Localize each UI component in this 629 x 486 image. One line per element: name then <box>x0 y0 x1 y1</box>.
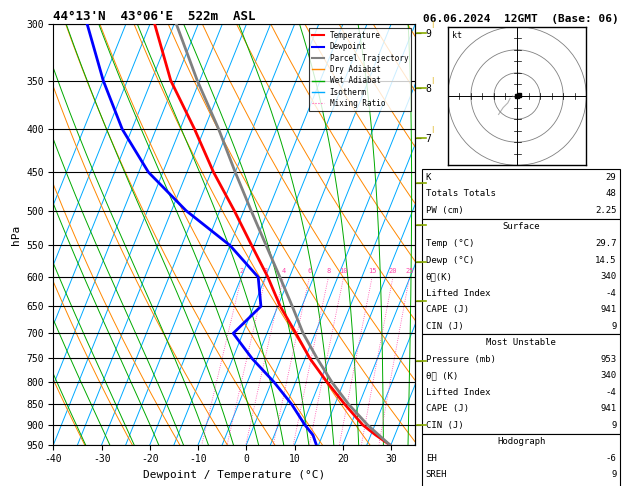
Text: 2: 2 <box>240 268 243 274</box>
Y-axis label: km
ASL: km ASL <box>434 226 456 243</box>
Text: 15: 15 <box>368 268 376 274</box>
Text: |: | <box>431 355 434 362</box>
Text: 25: 25 <box>405 268 414 274</box>
Text: EH: EH <box>426 454 437 463</box>
Text: θᴄ (K): θᴄ (K) <box>426 371 458 380</box>
Text: 953: 953 <box>600 355 616 364</box>
Text: |: | <box>431 274 434 280</box>
Text: 340: 340 <box>600 272 616 281</box>
Text: |: | <box>431 169 434 175</box>
Text: Lifted Index: Lifted Index <box>426 388 491 397</box>
Text: CAPE (J): CAPE (J) <box>426 404 469 413</box>
Text: -4: -4 <box>606 388 616 397</box>
Text: 941: 941 <box>600 404 616 413</box>
Text: 2.25: 2.25 <box>595 206 616 215</box>
Text: LCL: LCL <box>415 359 442 368</box>
Text: |: | <box>431 303 434 310</box>
Text: 10: 10 <box>340 268 348 274</box>
Text: 9: 9 <box>611 322 616 330</box>
Text: kt: kt <box>452 31 462 40</box>
Text: 20: 20 <box>389 268 397 274</box>
Text: 48: 48 <box>606 190 616 198</box>
Text: 8: 8 <box>326 268 331 274</box>
Text: Pressure (mb): Pressure (mb) <box>426 355 496 364</box>
Text: 941: 941 <box>600 305 616 314</box>
Text: 06.06.2024  12GMT  (Base: 06): 06.06.2024 12GMT (Base: 06) <box>423 14 618 24</box>
Text: 6: 6 <box>308 268 311 274</box>
Text: -6: -6 <box>606 454 616 463</box>
Text: 3: 3 <box>264 268 268 274</box>
Text: Mixing Ratio (g/kg): Mixing Ratio (g/kg) <box>445 183 454 286</box>
Text: |: | <box>431 242 434 249</box>
Text: Lifted Index: Lifted Index <box>426 289 491 297</box>
Text: 14.5: 14.5 <box>595 256 616 264</box>
Text: |: | <box>431 77 434 84</box>
Text: Totals Totals: Totals Totals <box>426 190 496 198</box>
Text: |: | <box>431 21 434 28</box>
Text: 9: 9 <box>611 470 616 479</box>
Text: PW (cm): PW (cm) <box>426 206 464 215</box>
Text: Hodograph: Hodograph <box>497 437 545 446</box>
Text: |: | <box>431 379 434 385</box>
Y-axis label: hPa: hPa <box>11 225 21 244</box>
Text: 4: 4 <box>281 268 286 274</box>
Text: 29: 29 <box>606 173 616 182</box>
Text: Most Unstable: Most Unstable <box>486 338 556 347</box>
X-axis label: Dewpoint / Temperature (°C): Dewpoint / Temperature (°C) <box>143 470 325 480</box>
Text: 340: 340 <box>600 371 616 380</box>
Text: |: | <box>431 441 434 448</box>
Text: CIN (J): CIN (J) <box>426 421 464 430</box>
Text: 9: 9 <box>611 421 616 430</box>
Text: 44°13'N  43°06'E  522m  ASL: 44°13'N 43°06'E 522m ASL <box>53 10 256 23</box>
Text: |: | <box>431 400 434 408</box>
Text: |: | <box>431 126 434 133</box>
Text: |: | <box>431 330 434 337</box>
Text: SREH: SREH <box>426 470 447 479</box>
Text: |: | <box>431 421 434 429</box>
Text: -4: -4 <box>606 289 616 297</box>
Legend: Temperature, Dewpoint, Parcel Trajectory, Dry Adiabat, Wet Adiabat, Isotherm, Mi: Temperature, Dewpoint, Parcel Trajectory… <box>309 28 411 111</box>
Text: © weatheronline.co.uk: © weatheronline.co.uk <box>425 472 530 481</box>
Text: 29.7: 29.7 <box>595 239 616 248</box>
Text: |: | <box>431 207 434 214</box>
Text: K: K <box>426 173 431 182</box>
Text: CIN (J): CIN (J) <box>426 322 464 330</box>
Text: Temp (°C): Temp (°C) <box>426 239 474 248</box>
Text: θᴄ(K): θᴄ(K) <box>426 272 453 281</box>
Text: CAPE (J): CAPE (J) <box>426 305 469 314</box>
Text: Surface: Surface <box>503 223 540 231</box>
Text: Dewp (°C): Dewp (°C) <box>426 256 474 264</box>
